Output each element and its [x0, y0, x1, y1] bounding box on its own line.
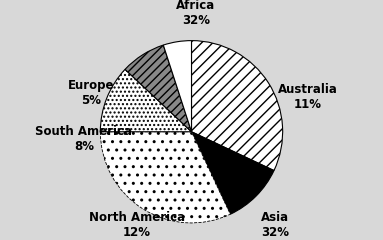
Wedge shape: [125, 45, 192, 132]
Text: Asia
32%: Asia 32%: [261, 211, 290, 239]
Text: South America
8%: South America 8%: [36, 125, 133, 153]
Text: Africa
32%: Africa 32%: [177, 0, 216, 27]
Wedge shape: [192, 41, 283, 171]
Wedge shape: [100, 132, 230, 223]
Text: Europe
5%: Europe 5%: [68, 79, 115, 108]
Wedge shape: [163, 41, 192, 132]
Wedge shape: [192, 132, 274, 214]
Wedge shape: [100, 69, 192, 132]
Text: Australia
11%: Australia 11%: [278, 83, 338, 111]
Text: North America
12%: North America 12%: [89, 211, 185, 239]
